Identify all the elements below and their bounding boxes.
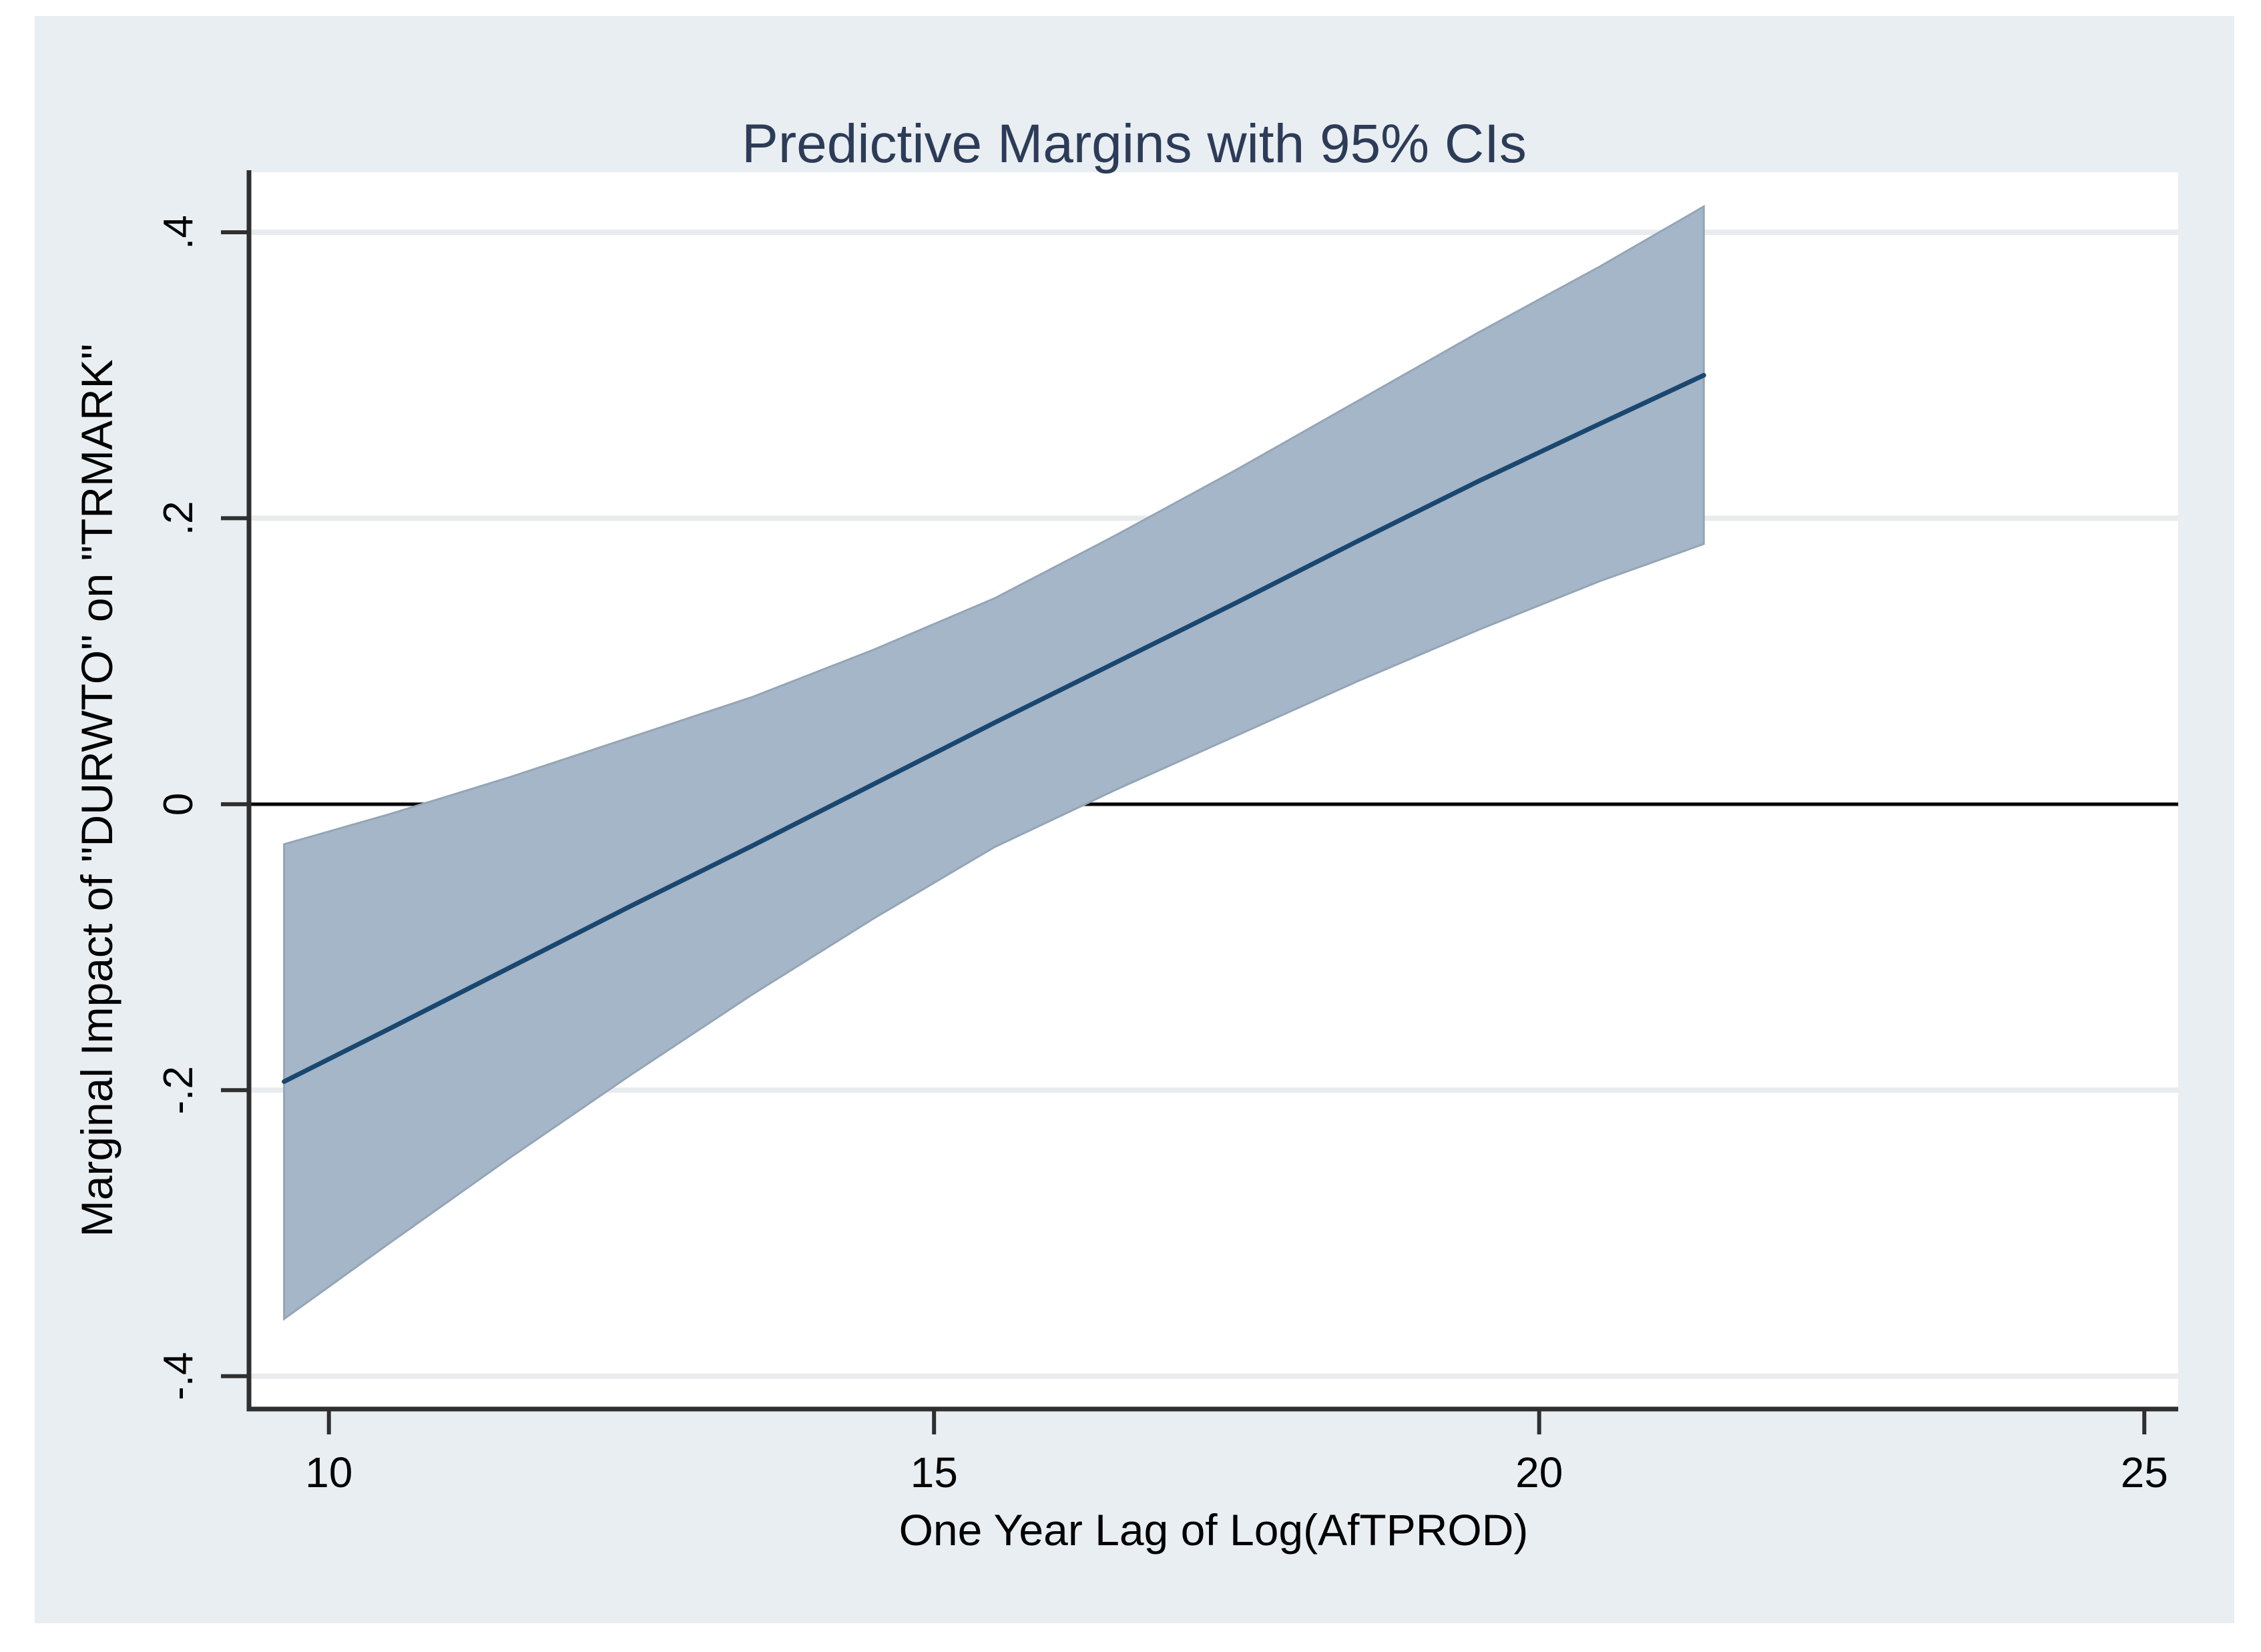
y-axis-label: Marginal Impact of "DURWTO" on "TRMARK": [72, 344, 121, 1237]
x-tick-label: 25: [2121, 1448, 2168, 1496]
y-tick-label: -.2: [156, 1066, 202, 1114]
chart-title: Predictive Margins with 95% CIs: [742, 113, 1527, 174]
y-tick-label: 0: [156, 793, 202, 816]
ci-band: [283, 204, 1705, 1321]
x-tick-label: 10: [305, 1448, 352, 1496]
plot-dynamic: .4 .2 0 -.2 -.4 10 15 20 25: [156, 170, 2178, 1496]
y-tick-label: .4: [156, 215, 202, 250]
x-tick-label: 15: [911, 1448, 958, 1496]
x-axis-label: One Year Lag of Log(AfTPROD): [899, 1505, 1529, 1555]
margin-line: [282, 372, 1706, 1084]
y-tick-label: -.4: [156, 1352, 202, 1400]
x-tick-label: 20: [1515, 1448, 1563, 1496]
y-tick-label: .2: [156, 501, 202, 536]
